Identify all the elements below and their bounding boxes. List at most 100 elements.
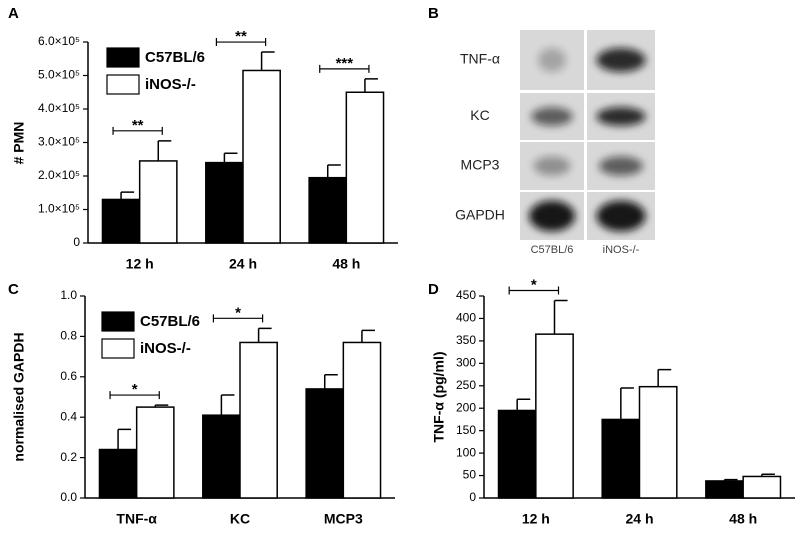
error-bar (157, 140, 172, 161)
y-tick-label: 400 (456, 311, 476, 325)
y-tick-label: 0.2 (60, 450, 77, 464)
bar (101, 198, 141, 244)
blot-band (528, 200, 576, 232)
bar (135, 406, 175, 499)
legend-label: iNOS-/- (140, 340, 191, 357)
significance-label: ** (132, 117, 144, 134)
blot-band (598, 156, 644, 176)
bar (705, 480, 744, 499)
y-tick-label: 250 (456, 378, 476, 392)
bar (205, 161, 244, 244)
panel-letter: B (428, 5, 439, 22)
significance-bracket (212, 314, 264, 323)
x-tick-label: KC (230, 511, 250, 527)
significance-label: *** (336, 55, 354, 72)
blot-row-label: GAPDH (455, 207, 505, 223)
x-tick-label: 24 h (229, 256, 257, 272)
x-tick-label: 48 h (332, 256, 360, 272)
bar (98, 448, 138, 499)
blot-lane-label: iNOS-/- (603, 244, 640, 256)
y-axis-label: # PMN (11, 122, 27, 165)
bar (742, 475, 782, 499)
y-tick-label: 0 (469, 490, 476, 504)
legend-swatch (101, 311, 135, 332)
blot-band (596, 200, 646, 232)
x-tick-label: 12 h (126, 256, 154, 272)
bar (202, 414, 241, 499)
bar (535, 333, 574, 499)
bar (308, 176, 348, 244)
y-tick-label: 0.6 (60, 369, 77, 383)
y-tick-label: 200 (456, 400, 476, 414)
significance-label: * (531, 276, 537, 293)
significance-bracket (109, 391, 160, 400)
panel-letter: D (428, 281, 439, 298)
blot-band (596, 48, 646, 72)
y-tick-label: 2.0×10⁵ (38, 168, 80, 182)
bar (239, 341, 278, 499)
error-bar (361, 329, 375, 343)
y-tick-label: 5.0×10⁵ (38, 68, 80, 82)
error-bar (257, 327, 272, 343)
blot-row-label: KC (470, 107, 489, 123)
y-tick-label: 1.0×10⁵ (38, 202, 80, 216)
blot-band (533, 156, 571, 176)
x-tick-label: TNF-α (116, 511, 157, 527)
x-tick-label: MCP3 (324, 511, 363, 527)
blot-band (538, 48, 566, 72)
y-tick-label: 450 (456, 288, 476, 302)
bar (601, 418, 641, 499)
y-tick-label: 4.0×10⁵ (38, 101, 80, 115)
bar (638, 385, 678, 499)
panel-letter: A (8, 5, 19, 22)
significance-label: * (235, 304, 241, 321)
error-bar (117, 428, 132, 450)
error-bar (657, 368, 672, 387)
y-tick-label: 300 (456, 356, 476, 370)
error-bar (553, 299, 568, 335)
x-tick-label: 12 h (522, 511, 550, 527)
bar (242, 69, 281, 244)
y-tick-label: 100 (456, 445, 476, 459)
bar (497, 409, 537, 499)
error-bar (620, 387, 634, 420)
bar (138, 160, 178, 244)
blot-row-label: MCP3 (461, 157, 500, 173)
panel-letter: C (8, 281, 19, 298)
y-axis-label: TNF-α (pg/ml) (431, 351, 447, 442)
bar (342, 341, 382, 499)
y-tick-label: 50 (463, 468, 477, 482)
y-tick-label: 350 (456, 333, 476, 347)
blot-band (531, 107, 573, 126)
error-bar (323, 374, 338, 389)
y-tick-label: 0.4 (60, 409, 77, 423)
bar (305, 388, 345, 499)
blot-band (596, 107, 646, 126)
significance-bracket (319, 64, 370, 73)
error-bar (364, 78, 378, 93)
y-tick-label: 0.8 (60, 329, 77, 343)
error-bar (516, 398, 531, 411)
y-tick-label: 3.0×10⁵ (38, 135, 80, 149)
significance-bracket (508, 286, 560, 295)
legend-label: C57BL/6 (140, 313, 200, 330)
significance-bracket (215, 38, 267, 47)
legend-label: C57BL/6 (145, 49, 205, 66)
error-bar (260, 51, 275, 71)
y-tick-label: 0.0 (60, 490, 77, 504)
y-tick-label: 150 (456, 423, 476, 437)
error-bar (120, 191, 135, 200)
y-tick-label: 1.0 (60, 288, 77, 302)
significance-label: ** (235, 28, 247, 45)
significance-bracket (112, 126, 163, 135)
y-tick-label: 0 (73, 235, 80, 249)
y-axis-label: normalised GAPDH (11, 332, 27, 461)
blot-row-label: TNF-α (460, 51, 500, 67)
blot-lane-label: C57BL/6 (531, 244, 574, 256)
error-bar (326, 164, 341, 178)
error-bar (220, 394, 235, 416)
x-tick-label: 48 h (729, 511, 757, 527)
legend-label: iNOS-/- (145, 76, 196, 93)
legend-swatch (106, 47, 140, 68)
